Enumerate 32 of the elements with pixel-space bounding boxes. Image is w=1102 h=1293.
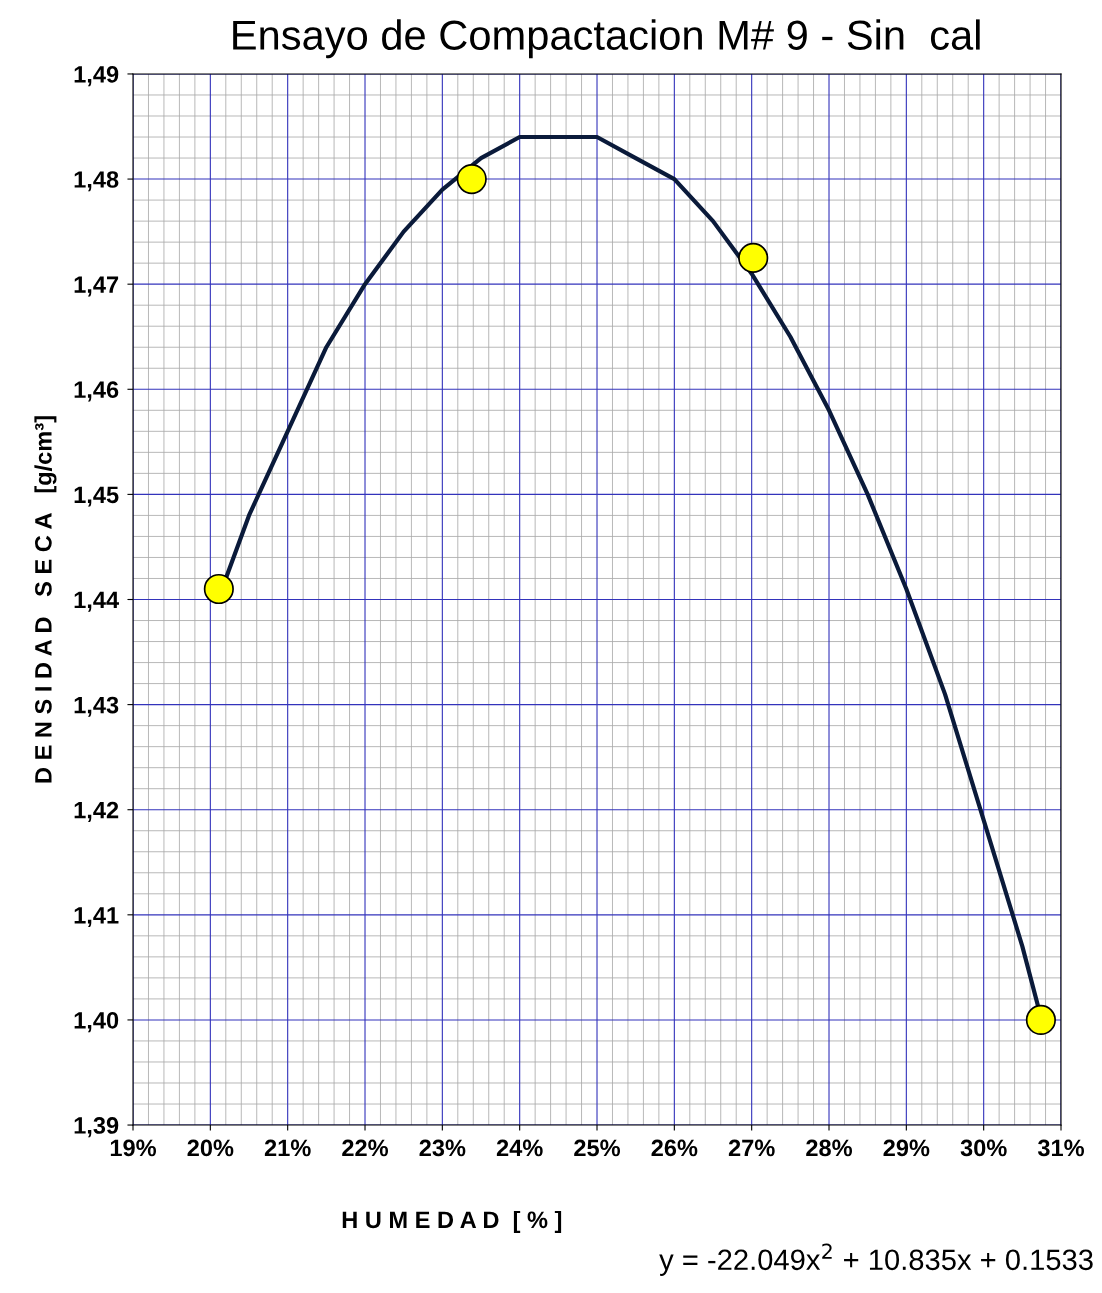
y-tick-label: 1,42	[74, 801, 119, 822]
x-tick-label: 31%	[1037, 1139, 1085, 1157]
x-tick-label: 30%	[960, 1139, 1007, 1157]
y-tick-label: 1,49	[74, 66, 119, 87]
y-tick-label: 1,47	[74, 276, 119, 297]
y-tick-label: 1,44	[74, 591, 119, 612]
y-tick-label: 1,39	[74, 1117, 119, 1138]
point	[1025, 1004, 1056, 1035]
x-tick-label: 21%	[264, 1139, 311, 1157]
x-tick-label: 25%	[574, 1139, 621, 1157]
y-tick-label: 1,48	[74, 171, 119, 192]
x-axis-title: H U M E D A D [ % ]	[342, 1210, 562, 1233]
y-tick-label: 1,40	[74, 1012, 119, 1033]
chart-title: Ensayo de Compactacion M# 9 - Sin cal	[233, 19, 980, 59]
point	[738, 242, 769, 273]
x-tick-label: 20%	[187, 1139, 234, 1157]
y-tick-label: 1,45	[74, 486, 119, 507]
x-tick-label: 26%	[651, 1139, 698, 1157]
x-tick-label: 19%	[110, 1139, 157, 1157]
point	[456, 164, 487, 195]
x-tick-label: 28%	[806, 1139, 853, 1157]
point	[203, 573, 234, 605]
y-axis-title: D E N S I D A D S E C A [g/cm³]	[34, 416, 57, 783]
y-tick-label: 1,46	[74, 381, 119, 402]
x-tick-label: 29%	[883, 1139, 930, 1157]
x-tick-label: 22%	[342, 1139, 389, 1157]
x-tick-label: 27%	[728, 1139, 775, 1157]
text: y = -22.049x$^{2}$ + 10.835x + 0.1533	[659, 1243, 1093, 1276]
x-tick-label: 24%	[496, 1139, 543, 1157]
y-tick-label: 1,43	[74, 696, 119, 717]
x-tick-label: 23%	[419, 1139, 466, 1157]
y-tick-label: 1,41	[74, 907, 119, 928]
